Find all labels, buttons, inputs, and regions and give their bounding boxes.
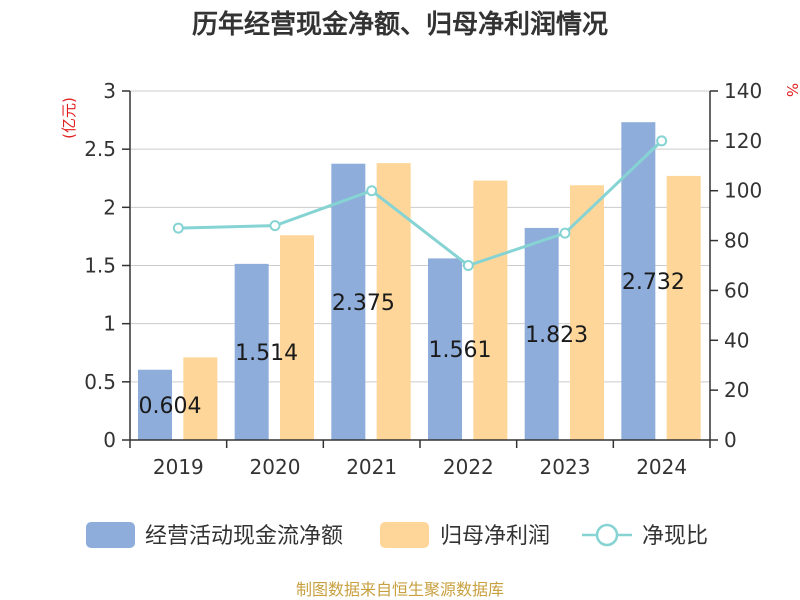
chart-title: 历年经营现金净额、归母净利润情况 (192, 9, 608, 40)
right-tick-label-0: 0 (724, 428, 737, 452)
x-tick-label-2024: 2024 (636, 455, 687, 479)
left-tick-label-1: 0.5 (84, 370, 116, 394)
right-tick-label-1: 20 (724, 378, 749, 402)
cash-flow-bar-2020 (234, 263, 269, 440)
right-tick-label-7: 140 (724, 79, 762, 103)
legend-label-operating-cash-flow: 经营活动现金流净额 (145, 524, 343, 549)
net-profit-bar-2020 (280, 235, 314, 440)
cash-flow-value-label-2021: 2.375 (332, 291, 395, 316)
gridlines (130, 90, 710, 383)
cash-ratio-point-2023 (559, 227, 571, 239)
left-tick-label-0: 0 (103, 428, 116, 452)
cash-flow-value-label-2024: 2.732 (622, 270, 685, 295)
cash-flow-bar-2023 (524, 227, 559, 440)
legend-swatch-net-profit (380, 522, 429, 548)
x-tick-label-2021: 2021 (346, 455, 397, 479)
cash-flow-value-label-2020: 1.514 (235, 341, 298, 366)
cash-flow-value-label-2023: 1.823 (525, 323, 588, 348)
legend-item-cash-ratio[interactable]: 净现比 (582, 523, 708, 549)
cash-ratio-point-2021 (366, 185, 378, 197)
left-tick-label-5: 2.5 (84, 137, 116, 161)
right-tick-label-2: 40 (724, 328, 749, 352)
axes-layer: 0 0.5 1 1.5 2 2.5 3 0 20 40 60 80 100 120 140 2019 2020 2… (84, 79, 762, 479)
x-tick-label-2019: 2019 (153, 455, 204, 479)
right-tick-label-3: 60 (724, 278, 749, 302)
cash-flow-value-label-2022: 1.561 (429, 338, 492, 363)
cash-ratio-point-2020 (269, 220, 281, 232)
cash-ratio-point-2022 (462, 260, 474, 271)
net-profit-bar-2024 (666, 175, 701, 440)
ratio-line-layer (172, 135, 668, 271)
legend-label-cash-ratio: 净现比 (642, 524, 708, 549)
x-tick-label-2023: 2023 (540, 455, 591, 479)
net-profit-bar-2022 (473, 180, 508, 440)
x-tick-label-2022: 2022 (443, 455, 494, 479)
cash-ratio-point-2019 (172, 222, 184, 234)
legend-item-operating-cash-flow[interactable]: 经营活动现金流净额 (86, 522, 343, 549)
cash-ratio-line (178, 139, 663, 268)
data-labels-layer: 0.604 1.514 2.375 1.561 1.823 2.732 (139, 270, 685, 419)
right-tick-label-5: 100 (724, 179, 762, 203)
legend-marker-cash-ratio (595, 523, 619, 547)
left-tick-label-3: 1.5 (84, 254, 116, 278)
right-tick-label-4: 80 (724, 229, 749, 253)
legend-label-net-profit: 归母净利润 (440, 524, 550, 549)
left-tick-label-6: 3 (103, 79, 116, 103)
cash-flow-bar-2021 (331, 163, 366, 441)
net-profit-bar-2023 (570, 185, 604, 440)
left-axis-unit-label: (亿元) (60, 97, 78, 139)
right-axis-unit-label: % (783, 83, 800, 97)
legend-item-net-profit[interactable]: 归母净利润 (380, 522, 550, 549)
net-profit-bar-2019 (183, 357, 218, 440)
legend-swatch-operating-cash-flow (86, 522, 135, 548)
cash-flow-value-label-2019: 0.604 (139, 394, 202, 419)
data-source-note: 制图数据来自恒生聚源数据库 (296, 580, 504, 599)
x-tick-label-2020: 2020 (250, 455, 301, 479)
cash-flow-bar-2019 (138, 369, 172, 440)
right-tick-label-6: 120 (724, 129, 762, 153)
left-tick-label-4: 2 (103, 195, 116, 219)
left-tick-label-2: 1 (103, 312, 116, 336)
legend: 经营活动现金流净额 归母净利润 净现比 (86, 522, 708, 549)
bars-layer (138, 122, 701, 441)
cash-flow-bar-2022 (428, 258, 462, 440)
cash-ratio-point-2024 (656, 135, 668, 147)
